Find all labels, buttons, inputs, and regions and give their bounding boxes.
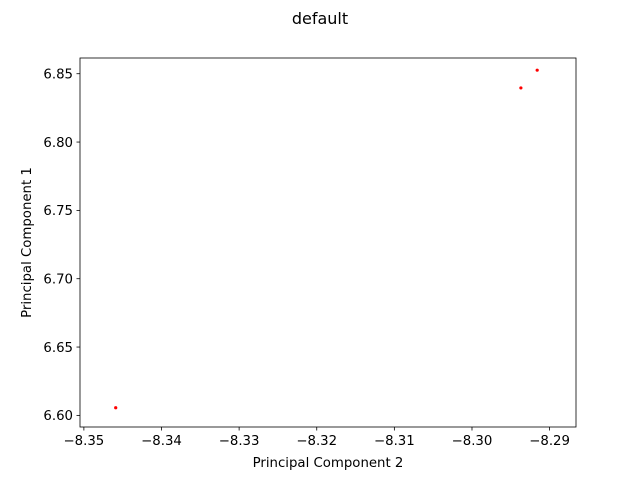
y-tick-label: 6.85 (43, 68, 73, 83)
x-axis: −8.35 −8.34 −8.33 −8.32 −8.31 −8.30 −8.29 (64, 427, 570, 449)
y-axis-label: Principal Component 1 (20, 167, 35, 318)
data-points (114, 68, 539, 410)
y-tick-label: 6.75 (43, 204, 73, 219)
data-point (519, 86, 523, 90)
x-tick-label: −8.34 (141, 434, 182, 449)
x-tick-label: −8.35 (64, 434, 105, 449)
x-tick-label: −8.32 (296, 434, 337, 449)
data-point (114, 406, 118, 410)
y-axis: 6.60 6.65 6.70 6.75 6.80 6.85 (43, 68, 80, 424)
data-point (535, 68, 539, 72)
x-tick-label: −8.29 (529, 434, 570, 449)
x-tick-label: −8.31 (374, 434, 415, 449)
y-tick-label: 6.80 (43, 136, 73, 151)
x-tick-label: −8.30 (452, 434, 493, 449)
y-tick-label: 6.60 (43, 409, 73, 424)
x-tick-label: −8.33 (219, 434, 260, 449)
y-tick-label: 6.70 (43, 273, 73, 288)
y-tick-label: 6.65 (43, 341, 73, 356)
plot-frame (79, 57, 577, 428)
chart-title: default (292, 9, 348, 28)
x-axis-label: Principal Component 2 (253, 456, 404, 471)
